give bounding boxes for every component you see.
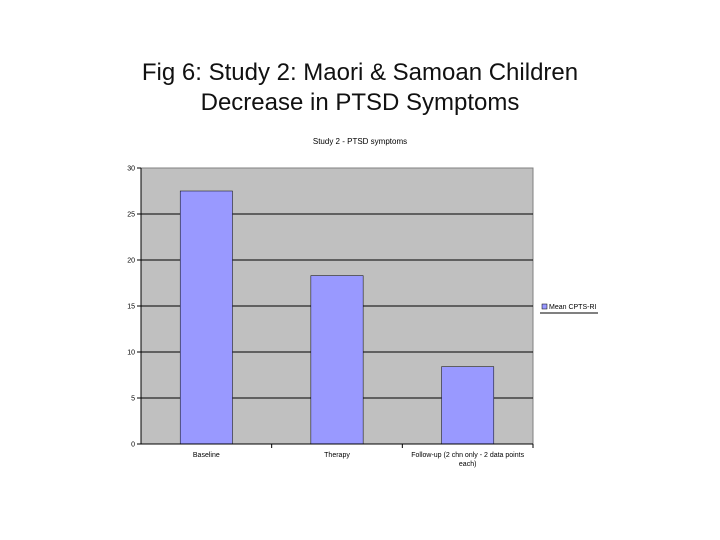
y-tick-label: 20 bbox=[127, 258, 135, 265]
bar bbox=[441, 366, 495, 445]
legend-label: Mean CPTS-RI bbox=[549, 304, 597, 311]
y-tick-label: 30 bbox=[127, 166, 135, 173]
y-tick-label: 15 bbox=[127, 304, 135, 311]
legend-swatch bbox=[541, 303, 548, 310]
y-tick-label: 5 bbox=[131, 396, 135, 403]
x-tick-label: each) bbox=[459, 461, 477, 468]
slide-title-line-1: Fig 6: Study 2: Maori & Samoan Children bbox=[141, 59, 579, 86]
legend: Mean CPTS-RI bbox=[540, 303, 598, 314]
slide-title-line-2: Decrease in PTSD Symptoms bbox=[200, 89, 520, 116]
y-tick-label: 25 bbox=[127, 212, 135, 219]
x-tick-label: Follow-up (2 chn only - 2 data points bbox=[411, 452, 524, 459]
bar bbox=[310, 275, 364, 445]
chart-title: Study 2 - PTSD symptoms bbox=[313, 137, 407, 146]
y-tick-label: 0 bbox=[131, 442, 135, 449]
slide-title: Fig 6: Study 2: Maori & Samoan Children … bbox=[0, 58, 720, 118]
y-tick-label: 10 bbox=[127, 350, 135, 357]
x-tick-label: Therapy bbox=[324, 452, 350, 459]
bar bbox=[179, 190, 233, 445]
x-tick-label: Baseline bbox=[193, 452, 220, 459]
